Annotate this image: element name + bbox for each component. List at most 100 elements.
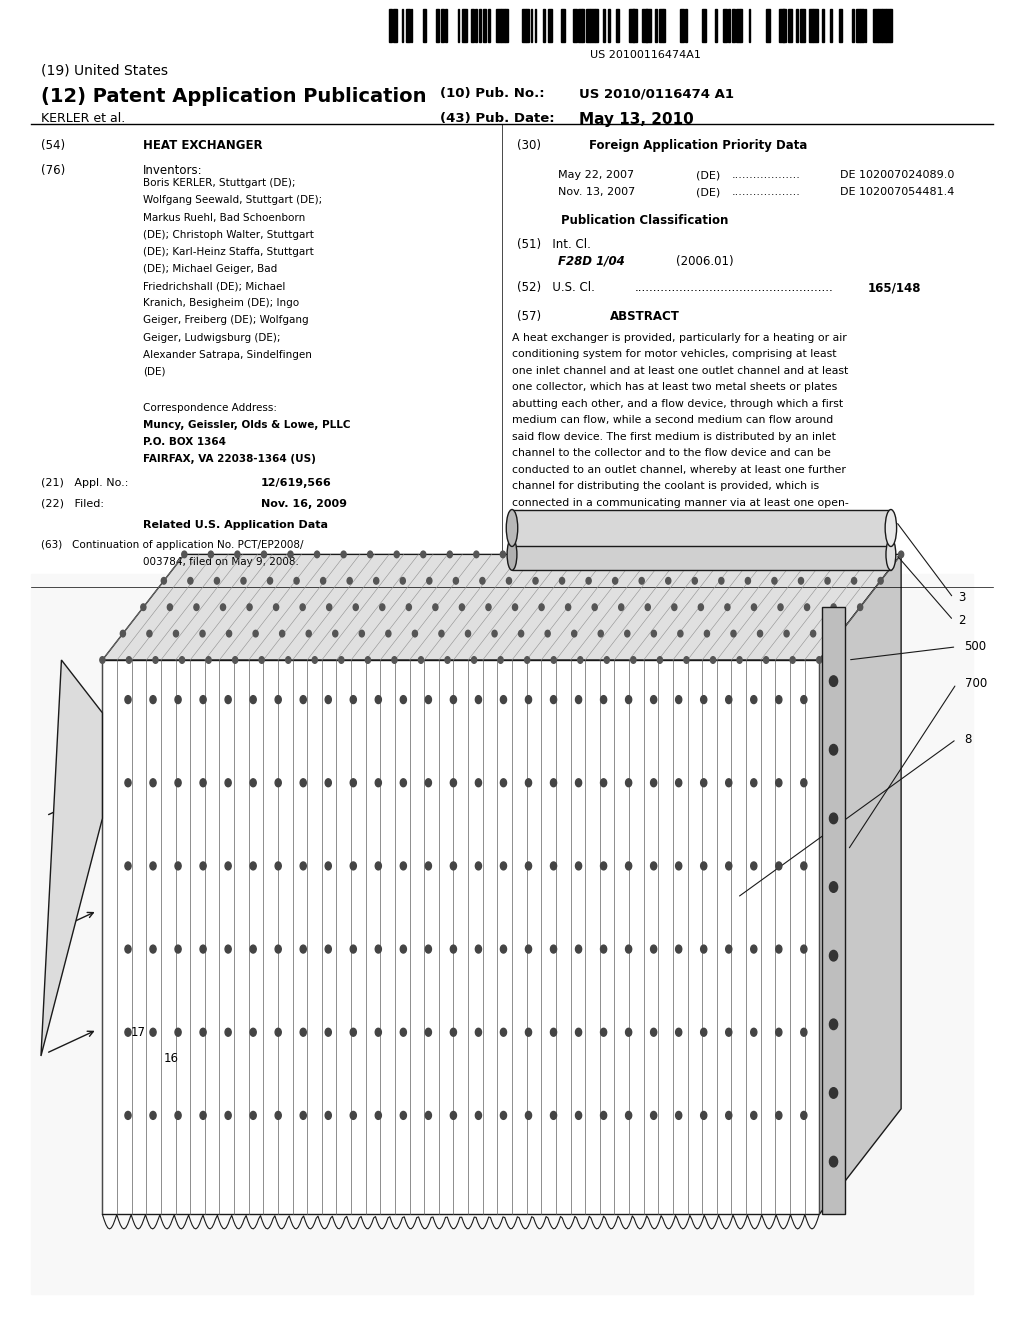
Bar — [659, 9, 664, 42]
Circle shape — [125, 696, 131, 704]
Circle shape — [507, 578, 512, 583]
Circle shape — [375, 1028, 381, 1036]
Circle shape — [751, 1111, 757, 1119]
Circle shape — [241, 578, 246, 583]
Circle shape — [501, 945, 507, 953]
Circle shape — [300, 945, 306, 953]
Bar — [535, 9, 537, 42]
Circle shape — [400, 779, 407, 787]
Bar — [475, 9, 476, 42]
Bar — [603, 9, 605, 42]
Bar — [616, 9, 620, 42]
Circle shape — [686, 552, 691, 557]
Bar — [740, 9, 742, 42]
Circle shape — [175, 696, 181, 704]
Circle shape — [527, 552, 532, 557]
Circle shape — [778, 605, 783, 610]
Circle shape — [575, 1028, 582, 1036]
Text: (DE): (DE) — [696, 170, 721, 181]
Bar — [813, 9, 818, 42]
Text: one collector, which has at least two metal sheets or plates: one collector, which has at least two me… — [512, 383, 838, 392]
Circle shape — [326, 945, 332, 953]
Circle shape — [259, 657, 264, 663]
Text: Nov. 16, 2009: Nov. 16, 2009 — [261, 499, 347, 510]
Circle shape — [425, 945, 431, 953]
Text: May 13, 2010: May 13, 2010 — [579, 112, 693, 127]
Circle shape — [751, 779, 757, 787]
Bar — [796, 9, 798, 42]
Circle shape — [698, 605, 703, 610]
Polygon shape — [102, 554, 901, 660]
Circle shape — [501, 552, 506, 557]
Circle shape — [692, 578, 697, 583]
Circle shape — [121, 631, 125, 638]
Text: 16: 16 — [164, 1052, 179, 1065]
Circle shape — [413, 631, 418, 638]
Circle shape — [592, 605, 597, 610]
Polygon shape — [819, 554, 901, 1214]
Bar — [505, 9, 508, 42]
Circle shape — [300, 605, 305, 610]
Bar — [723, 9, 727, 42]
Text: Geiger, Ludwigsburg (DE);: Geiger, Ludwigsburg (DE); — [143, 333, 281, 343]
Circle shape — [817, 657, 822, 663]
Bar — [766, 9, 770, 42]
Circle shape — [801, 945, 807, 953]
Bar — [470, 9, 474, 42]
Circle shape — [801, 779, 807, 787]
Circle shape — [220, 605, 225, 610]
Circle shape — [480, 578, 485, 583]
Circle shape — [150, 945, 156, 953]
Circle shape — [725, 605, 730, 610]
Text: (52)   U.S. Cl.: (52) U.S. Cl. — [517, 281, 595, 294]
Circle shape — [359, 631, 365, 638]
Text: (12) Patent Application Publication: (12) Patent Application Publication — [41, 87, 426, 106]
Polygon shape — [102, 660, 819, 1214]
Bar — [681, 9, 684, 42]
Bar — [393, 9, 397, 42]
Circle shape — [194, 605, 199, 610]
Circle shape — [805, 605, 810, 610]
Circle shape — [600, 696, 606, 704]
Circle shape — [288, 552, 293, 557]
Circle shape — [618, 605, 624, 610]
Circle shape — [350, 862, 356, 870]
Polygon shape — [512, 510, 891, 546]
Ellipse shape — [885, 510, 897, 546]
Text: Wolfgang Seewald, Stuttgart (DE);: Wolfgang Seewald, Stuttgart (DE); — [143, 195, 323, 206]
Circle shape — [200, 1111, 206, 1119]
Circle shape — [200, 779, 206, 787]
Bar — [582, 9, 584, 42]
Circle shape — [751, 945, 757, 953]
Circle shape — [801, 696, 807, 704]
Circle shape — [433, 605, 438, 610]
Text: (2006.01): (2006.01) — [676, 255, 733, 268]
Circle shape — [374, 578, 379, 583]
Circle shape — [829, 676, 838, 686]
Circle shape — [100, 657, 105, 663]
Bar — [458, 9, 459, 42]
Text: KERLER et al.: KERLER et al. — [41, 112, 125, 125]
Circle shape — [150, 1111, 156, 1119]
Circle shape — [368, 552, 373, 557]
Circle shape — [752, 605, 757, 610]
Circle shape — [475, 862, 481, 870]
Circle shape — [153, 657, 158, 663]
Circle shape — [250, 1028, 256, 1036]
Circle shape — [575, 696, 582, 704]
Circle shape — [214, 578, 219, 583]
Text: 003784, filed on May 9, 2008.: 003784, filed on May 9, 2008. — [143, 557, 299, 568]
Circle shape — [525, 779, 531, 787]
Circle shape — [175, 1028, 181, 1036]
Bar — [629, 9, 634, 42]
Bar — [856, 9, 860, 42]
Text: ing to the inlet channel.: ing to the inlet channel. — [512, 513, 642, 524]
Circle shape — [425, 1111, 431, 1119]
Circle shape — [551, 657, 556, 663]
Text: (10) Pub. No.:: (10) Pub. No.: — [440, 87, 545, 100]
Circle shape — [475, 696, 481, 704]
Circle shape — [776, 696, 782, 704]
Bar — [886, 9, 890, 42]
Bar — [878, 9, 883, 42]
Circle shape — [425, 1028, 431, 1036]
